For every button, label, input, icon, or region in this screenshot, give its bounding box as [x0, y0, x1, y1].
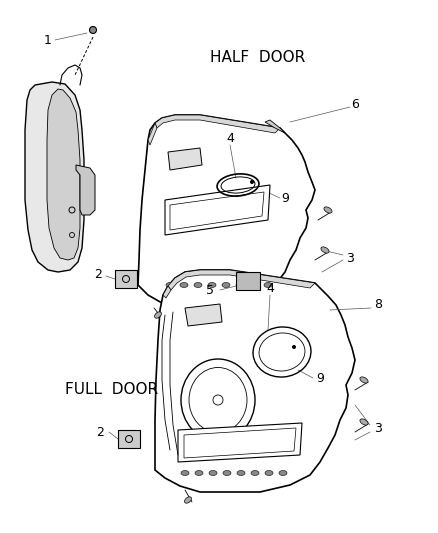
Polygon shape [47, 89, 80, 260]
Text: 2: 2 [96, 425, 104, 439]
Polygon shape [170, 192, 264, 230]
Ellipse shape [166, 282, 174, 287]
Ellipse shape [222, 282, 230, 287]
Ellipse shape [208, 282, 216, 287]
Ellipse shape [360, 419, 368, 425]
Ellipse shape [250, 180, 254, 184]
Polygon shape [118, 430, 140, 448]
Ellipse shape [181, 471, 189, 475]
Polygon shape [165, 185, 270, 235]
Ellipse shape [250, 282, 258, 287]
Polygon shape [168, 148, 202, 170]
Text: 9: 9 [316, 372, 324, 384]
Polygon shape [155, 115, 280, 133]
Polygon shape [76, 165, 95, 215]
Ellipse shape [264, 282, 272, 287]
Text: 2: 2 [94, 269, 102, 281]
Polygon shape [115, 270, 137, 288]
Polygon shape [265, 120, 285, 133]
Ellipse shape [223, 471, 231, 475]
Ellipse shape [195, 471, 203, 475]
Ellipse shape [324, 207, 332, 213]
Ellipse shape [279, 471, 287, 475]
Ellipse shape [292, 345, 296, 349]
Ellipse shape [209, 471, 217, 475]
Text: 1: 1 [44, 34, 52, 46]
Polygon shape [184, 428, 296, 458]
Polygon shape [178, 423, 302, 462]
Text: HALF  DOOR: HALF DOOR [210, 51, 305, 66]
Text: 8: 8 [374, 298, 382, 311]
Ellipse shape [360, 377, 368, 383]
Ellipse shape [321, 247, 329, 253]
Polygon shape [155, 270, 355, 492]
Ellipse shape [89, 27, 96, 34]
Polygon shape [163, 286, 171, 298]
Text: 9: 9 [281, 191, 289, 205]
Polygon shape [185, 304, 222, 326]
Polygon shape [148, 123, 157, 145]
Text: 4: 4 [266, 281, 274, 295]
Text: 5: 5 [206, 284, 214, 296]
Ellipse shape [180, 282, 188, 287]
Ellipse shape [236, 282, 244, 287]
Ellipse shape [194, 282, 202, 287]
Text: 3: 3 [374, 422, 382, 434]
Ellipse shape [184, 497, 191, 503]
Polygon shape [25, 82, 84, 272]
Text: FULL  DOOR: FULL DOOR [65, 383, 158, 398]
Ellipse shape [155, 312, 162, 318]
Polygon shape [236, 272, 260, 290]
Text: 4: 4 [226, 132, 234, 144]
Ellipse shape [251, 471, 259, 475]
Ellipse shape [237, 471, 245, 475]
Text: 6: 6 [351, 99, 359, 111]
Polygon shape [138, 115, 315, 308]
Ellipse shape [265, 471, 273, 475]
Text: 3: 3 [346, 252, 354, 264]
Polygon shape [168, 270, 315, 290]
